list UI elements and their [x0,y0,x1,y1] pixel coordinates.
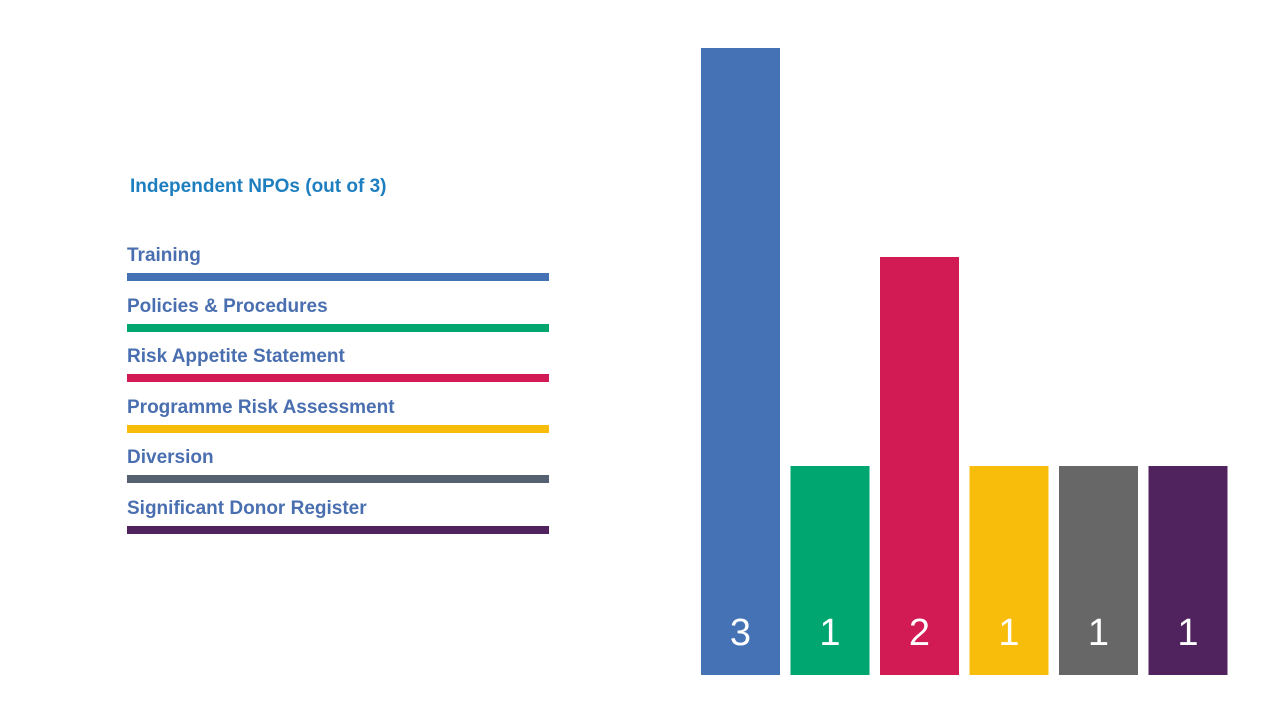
legend-label: Diversion [127,447,214,468]
legend-label: Risk Appetite Statement [127,346,345,367]
bar-value-label: 1 [1177,612,1198,654]
legend-label: Programme Risk Assessment [127,396,395,418]
bar-training [701,48,780,675]
bar-value-label: 2 [909,612,930,654]
legend-item-risk-appetite-statement: Risk Appetite Statement [127,345,549,396]
legend-label: Training [127,245,201,266]
legend-item-diversion: Diversion [127,446,549,497]
bar-value-label: 1 [819,612,840,654]
bar-value-label: 1 [1088,612,1109,654]
legend-line [127,424,549,433]
legend-item-policies-procedures: Policies & Procedures [127,295,549,346]
chart-legend: Training Policies & Procedures Risk Appe… [127,244,549,547]
bar-significant-donor-register [1148,466,1228,675]
bar-policies-procedures [790,466,870,675]
legend-line [127,273,549,281]
bar-value-label: 3 [730,612,751,654]
bar-value-label: 1 [998,612,1019,654]
legend-label: Policies & Procedures [127,295,328,317]
legend-item-programme-risk-assessment: Programme Risk Assessment [127,396,549,447]
legend-line [127,525,549,534]
legend-label: Significant Donor Register [127,497,367,519]
legend-line [127,475,549,483]
bar-diversion [1059,466,1138,675]
legend-item-significant-donor-register: Significant Donor Register [127,497,549,548]
legend-item-training: Training [127,244,549,295]
bar-programme-risk-assessment [969,466,1049,675]
legend-line [127,323,549,332]
chart-title: Independent NPOs (out of 3) [130,176,387,197]
legend-line [127,374,549,382]
bar-risk-appetite-statement [880,257,959,675]
